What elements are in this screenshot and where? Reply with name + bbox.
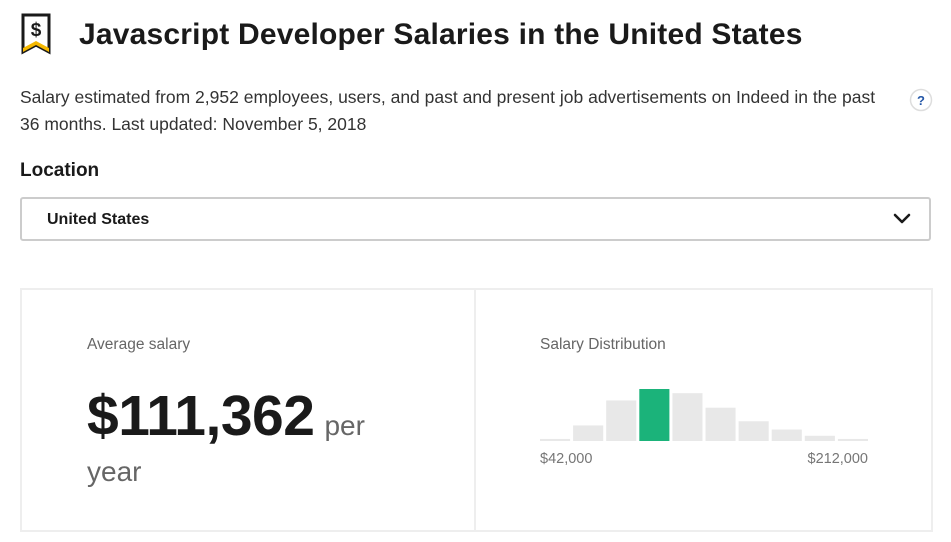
salary-panels: Average salary $111,362 per year Salary D… [20, 288, 933, 532]
page-header: $ Javascript Developer Salaries in the U… [20, 12, 803, 58]
salary-distribution-histogram [540, 389, 868, 441]
salary-tag-icon: $ [21, 13, 51, 55]
svg-text:$: $ [31, 20, 42, 41]
help-glyph: ? [917, 93, 925, 108]
histogram-bar [771, 429, 802, 441]
histogram-bar [804, 435, 835, 441]
distribution-min-label: $42,000 [540, 451, 593, 467]
histogram-bar [606, 400, 637, 441]
average-salary-label: Average salary [87, 336, 191, 353]
histogram-bar [672, 393, 703, 441]
salary-distribution-label: Salary Distribution [540, 336, 666, 353]
page-title: Javascript Developer Salaries in the Uni… [79, 18, 803, 51]
distribution-max-label: $212,000 [807, 451, 868, 467]
help-icon[interactable]: ? [909, 88, 933, 112]
location-label: Location [20, 160, 100, 181]
location-select[interactable]: United States [20, 197, 931, 241]
average-salary-line: $111,362 per [87, 388, 427, 445]
histogram-bar [837, 438, 868, 441]
average-salary-panel: Average salary $111,362 per year [20, 288, 476, 532]
salary-description: Salary estimated from 2,952 employees, u… [20, 87, 876, 134]
average-salary-amount: $111,362 [87, 384, 315, 448]
histogram-bar [738, 421, 769, 441]
salary-per: per [324, 410, 365, 441]
location-selected-value: United States [47, 211, 150, 228]
histogram-bar [573, 425, 604, 441]
histogram-bar [705, 407, 736, 441]
chevron-down-icon [893, 213, 911, 224]
salary-period: year [87, 456, 142, 487]
histogram-bar-highlighted [639, 389, 670, 441]
salary-distribution-panel: Salary Distribution $42,000 $212,000 [476, 288, 933, 532]
histogram-bar [540, 438, 571, 441]
